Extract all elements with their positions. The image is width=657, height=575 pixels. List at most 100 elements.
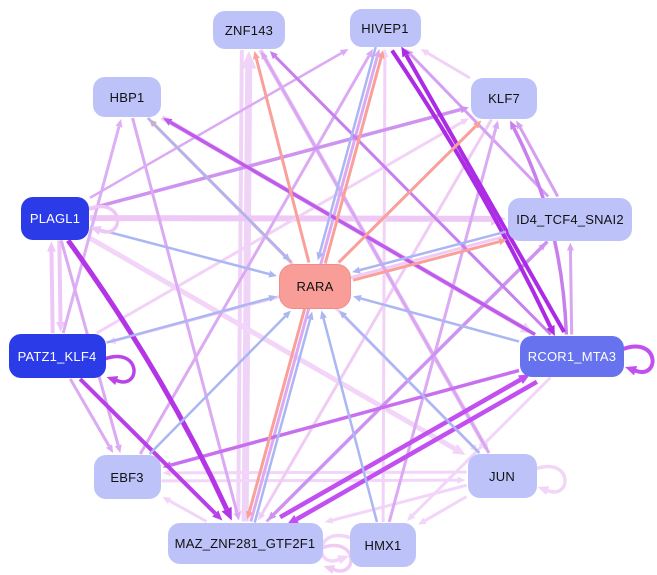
edge-RCOR1_MTA3-ID4_TCF4_SNAI2[interactable] bbox=[566, 242, 574, 335]
edge-PLAGL1-RARA[interactable] bbox=[89, 225, 277, 278]
arrowhead bbox=[47, 241, 56, 252]
arrowhead bbox=[516, 120, 524, 130]
node-ZNF143[interactable]: ZNF143 bbox=[213, 11, 285, 49]
edge-PLAGL1-MAZ_ZNF281_GTF2F1[interactable] bbox=[66, 239, 232, 521]
self-loop-RCOR1_MTA3[interactable] bbox=[621, 344, 655, 376]
arrowhead bbox=[282, 310, 291, 319]
self-loop-PATZ1_KLF4[interactable] bbox=[102, 355, 136, 386]
arrowhead bbox=[498, 238, 508, 246]
edge-MAZ_ZNF281_GTF2F1-RCOR1_MTA3[interactable] bbox=[278, 374, 531, 520]
node-label: EBF3 bbox=[110, 469, 144, 485]
node-MAZ_ZNF281_GTF2F1[interactable]: MAZ_ZNF281_GTF2F1 bbox=[167, 522, 323, 564]
edge-HMX1-HIVEP1[interactable] bbox=[381, 49, 389, 523]
arrowhead bbox=[258, 511, 266, 521]
arrowhead bbox=[537, 486, 550, 496]
edge-HBP1-MAZ_ZNF281_GTF2F1[interactable] bbox=[131, 117, 241, 521]
node-KLF7[interactable]: KLF7 bbox=[471, 77, 537, 119]
edge-RARA-MAZ_ZNF281_GTF2F1[interactable] bbox=[245, 308, 307, 520]
arrowhead bbox=[324, 516, 334, 524]
self-loop-JUN[interactable] bbox=[533, 465, 567, 496]
arrowhead bbox=[90, 226, 102, 236]
edge-HIVEP1-RCOR1_MTA3[interactable] bbox=[390, 49, 555, 336]
edge-RARA-ID4_TCF4_SNAI2[interactable] bbox=[352, 238, 508, 282]
edge-HMX1-RARA[interactable] bbox=[320, 310, 379, 523]
edge-RCOR1_MTA3-HMX1[interactable] bbox=[407, 376, 552, 522]
edge-KLF7-MAZ_ZNF281_GTF2F1[interactable] bbox=[258, 118, 493, 521]
edge-RCOR1_MTA3-HIVEP1[interactable] bbox=[401, 46, 566, 334]
node-HIVEP1[interactable]: HIVEP1 bbox=[349, 9, 421, 47]
edge-MAZ_ZNF281_GTF2F1-RARA[interactable] bbox=[253, 311, 314, 523]
edge-PATZ1_KLF4-PLAGL1[interactable] bbox=[47, 241, 56, 334]
arrowhead bbox=[260, 51, 268, 60]
edge-PATZ1_KLF4-HBP1[interactable] bbox=[61, 119, 123, 334]
node-HMX1[interactable]: HMX1 bbox=[350, 523, 416, 567]
arrowhead bbox=[339, 310, 348, 319]
arrowhead bbox=[459, 105, 469, 114]
edge-MAZ_ZNF281_GTF2F1-ZNF143[interactable] bbox=[241, 51, 257, 522]
arrowhead bbox=[212, 510, 223, 521]
edge-JUN-HMX1[interactable] bbox=[418, 495, 468, 525]
arrowhead bbox=[286, 514, 300, 525]
arrowhead bbox=[460, 118, 469, 126]
edge-PATZ1_KLF4-RARA[interactable] bbox=[106, 295, 278, 344]
edge-EBF3-RARA[interactable] bbox=[148, 310, 291, 455]
arrowhead bbox=[337, 555, 349, 565]
edge-KLF7-HIVEP1[interactable] bbox=[420, 49, 471, 80]
node-RCOR1_MTA3[interactable]: RCOR1_MTA3 bbox=[520, 335, 624, 377]
node-JUN[interactable]: JUN bbox=[467, 454, 537, 498]
node-ID4_TCF4_SNAI2[interactable]: ID4_TCF4_SNAI2 bbox=[508, 197, 632, 241]
arrowhead bbox=[339, 49, 349, 57]
edge-RCOR1_MTA3-HBP1[interactable] bbox=[163, 117, 536, 337]
node-RARA[interactable]: RARA bbox=[279, 263, 351, 309]
arrowhead bbox=[509, 120, 518, 131]
arrowhead bbox=[162, 469, 171, 477]
arrowhead bbox=[162, 496, 172, 504]
self-loop-PLAGL1[interactable] bbox=[86, 205, 120, 236]
edge-MAZ_ZNF281_GTF2F1-EBF3[interactable] bbox=[162, 496, 208, 523]
edge-PLAGL1-JUN[interactable] bbox=[88, 236, 466, 455]
edge-ID4_TCF4_SNAI2-KLF7[interactable] bbox=[516, 120, 560, 198]
arrowhead bbox=[323, 565, 336, 575]
edge-PLAGL1-HIVEP1[interactable] bbox=[89, 49, 349, 199]
arrowhead bbox=[566, 242, 574, 251]
node-PATZ1_KLF4[interactable]: PATZ1_KLF4 bbox=[8, 334, 106, 378]
arrowhead bbox=[401, 46, 411, 58]
edge-RARA-KLF7[interactable] bbox=[337, 120, 482, 264]
edge-EBF3-HIVEP1[interactable] bbox=[138, 49, 373, 455]
edge-RCOR1_MTA3-RARA[interactable] bbox=[353, 295, 520, 343]
arrowhead bbox=[492, 120, 500, 130]
edge-RCOR1_MTA3-MAZ_ZNF281_GTF2F1[interactable] bbox=[286, 379, 539, 525]
arrowhead bbox=[163, 117, 173, 126]
edge-RCOR1_MTA3-ZNF143[interactable] bbox=[269, 51, 552, 336]
edge-RARA-ZNF143[interactable] bbox=[253, 51, 311, 263]
edge-PATZ1_KLF4-EBF3[interactable] bbox=[69, 378, 114, 453]
arrowhead bbox=[316, 251, 324, 261]
node-HBP1[interactable]: HBP1 bbox=[93, 77, 161, 117]
edge-EBF3-JUN[interactable] bbox=[161, 476, 466, 484]
node-PLAGL1[interactable]: PLAGL1 bbox=[21, 196, 89, 240]
arrowhead bbox=[269, 51, 278, 60]
edge-HBP1-RARA[interactable] bbox=[147, 117, 291, 262]
arrowhead bbox=[418, 517, 427, 525]
edge-ID4_TCF4_SNAI2-RARA[interactable] bbox=[351, 230, 507, 274]
arrowhead bbox=[268, 295, 277, 302]
arrowhead bbox=[253, 51, 260, 60]
node-EBF3[interactable]: EBF3 bbox=[93, 455, 161, 499]
edge-JUN-EBF3[interactable] bbox=[162, 469, 467, 477]
edge-PATZ1_KLF4-MAZ_ZNF281_GTF2F1[interactable] bbox=[78, 377, 223, 521]
arrowhead bbox=[451, 443, 466, 455]
edge-HIVEP1-RARA[interactable] bbox=[316, 46, 377, 261]
arrowhead bbox=[115, 119, 123, 128]
edge-PATZ1_KLF4-KLF7[interactable] bbox=[96, 118, 469, 335]
edge-JUN-RARA[interactable] bbox=[339, 310, 481, 454]
edge-RARA-HIVEP1[interactable] bbox=[323, 50, 385, 264]
edge-JUN-MAZ_ZNF281_GTF2F1[interactable] bbox=[324, 483, 467, 524]
edge-PLAGL1-PATZ1_KLF4[interactable] bbox=[56, 240, 65, 332]
arrowhead bbox=[106, 444, 114, 453]
arrowhead bbox=[625, 366, 638, 376]
arrowhead bbox=[241, 51, 257, 69]
node-label: KLF7 bbox=[488, 90, 520, 106]
arrowhead bbox=[351, 266, 361, 274]
arrowhead bbox=[282, 253, 291, 262]
